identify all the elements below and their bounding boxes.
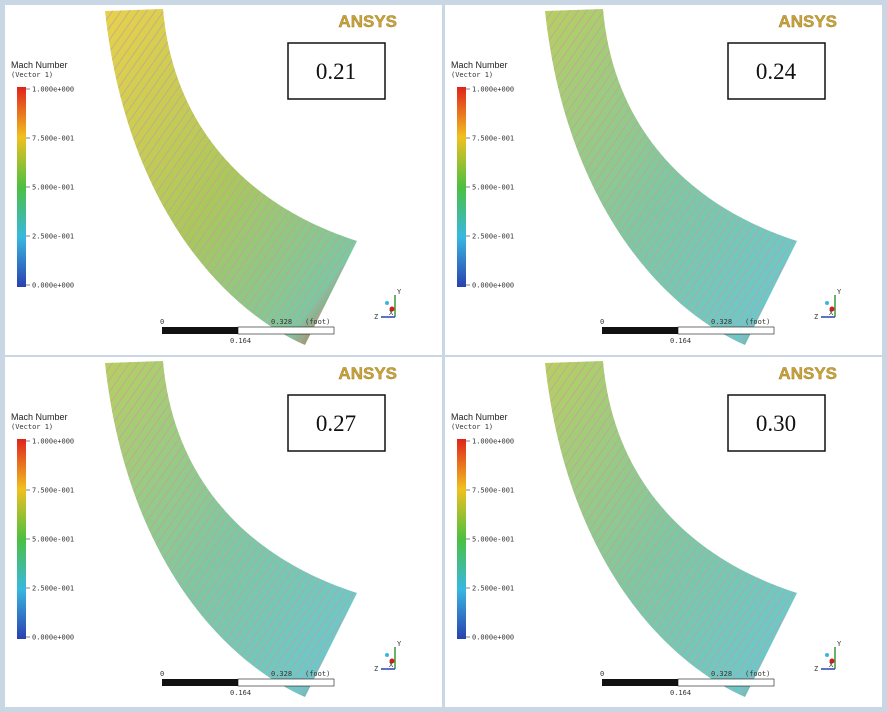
scale-start: 0 bbox=[600, 670, 604, 678]
colorbar-tick-label: 7.500e-001 bbox=[32, 135, 74, 143]
panel-label: 0.24 bbox=[756, 59, 797, 84]
ansys-logo: ANSYS bbox=[778, 364, 837, 383]
scale-mid: 0.164 bbox=[230, 337, 251, 345]
colorbar bbox=[17, 87, 26, 287]
colorbar-tick-label: 1.000e+000 bbox=[472, 438, 514, 446]
panel-label: 0.21 bbox=[316, 59, 356, 84]
scale-bar-white bbox=[678, 679, 774, 686]
colorbar-tick-label: 5.000e-001 bbox=[472, 184, 514, 192]
scale-start: 0 bbox=[160, 670, 164, 678]
scale-bar-black bbox=[602, 679, 678, 686]
panel: ANSYS 0.27 Mach Number(Vector 1) 1.000e+000… bbox=[5, 357, 442, 707]
triad-label: Z bbox=[374, 313, 378, 321]
colorbar-tick-label: 7.500e-001 bbox=[32, 487, 74, 495]
legend-title: Mach Number bbox=[11, 60, 68, 70]
triad-label: Z bbox=[814, 665, 818, 673]
triad-origin bbox=[825, 653, 829, 657]
scale-unit: (foot) bbox=[305, 318, 330, 326]
scale-bar-white bbox=[238, 327, 334, 334]
scale-bar-white bbox=[238, 679, 334, 686]
scale-mid: 0.164 bbox=[230, 689, 251, 697]
colorbar-tick-label: 7.500e-001 bbox=[472, 487, 514, 495]
legend-subtitle: (Vector 1) bbox=[451, 423, 493, 431]
colorbar bbox=[457, 439, 466, 639]
colorbar-tick-label: 5.000e-001 bbox=[32, 536, 74, 544]
colorbar-tick-label: 0.000e+000 bbox=[32, 634, 74, 642]
scale-mid: 0.164 bbox=[670, 337, 691, 345]
scale-end: 0.328 bbox=[271, 318, 292, 326]
legend-subtitle: (Vector 1) bbox=[11, 71, 53, 79]
colorbar bbox=[17, 439, 26, 639]
scale-end: 0.328 bbox=[711, 318, 732, 326]
legend-title: Mach Number bbox=[11, 412, 68, 422]
triad-origin bbox=[385, 653, 389, 657]
panel: ANSYS 0.30 Mach Number(Vector 1) 1.000e+000… bbox=[445, 357, 882, 707]
scale-bar-black bbox=[602, 327, 678, 334]
colorbar-tick-label: 0.000e+000 bbox=[32, 282, 74, 290]
colorbar-tick-label: 0.000e+000 bbox=[472, 282, 514, 290]
scale-end: 0.328 bbox=[711, 670, 732, 678]
colorbar-tick-label: 7.500e-001 bbox=[472, 135, 514, 143]
ansys-logo: ANSYS bbox=[338, 12, 397, 31]
scale-start: 0 bbox=[600, 318, 604, 326]
colorbar-tick-label: 2.500e-001 bbox=[32, 233, 74, 241]
scale-unit: (foot) bbox=[745, 670, 770, 678]
triad-origin bbox=[825, 301, 829, 305]
panel-label: 0.27 bbox=[316, 411, 356, 436]
colorbar-tick-label: 2.500e-001 bbox=[472, 585, 514, 593]
scale-bar-black bbox=[162, 327, 238, 334]
colorbar-tick-label: 2.500e-001 bbox=[32, 585, 74, 593]
scale-end: 0.328 bbox=[271, 670, 292, 678]
legend-title: Mach Number bbox=[451, 60, 508, 70]
ansys-logo: ANSYS bbox=[778, 12, 837, 31]
triad-label: Z bbox=[814, 313, 818, 321]
scale-bar-white bbox=[678, 327, 774, 334]
panel-label: 0.30 bbox=[756, 411, 796, 436]
scale-start: 0 bbox=[160, 318, 164, 326]
page: ANSYS0.21Mach Number(Vector 1)1.000e+000… bbox=[0, 0, 887, 712]
scale-unit: (foot) bbox=[745, 318, 770, 326]
colorbar-tick-label: 2.500e-001 bbox=[472, 233, 514, 241]
scale-unit: (foot) bbox=[305, 670, 330, 678]
figure: ANSYS0.21Mach Number(Vector 1)1.000e+000… bbox=[0, 0, 887, 712]
colorbar-tick-label: 5.000e-001 bbox=[472, 536, 514, 544]
colorbar-tick-label: 0.000e+000 bbox=[472, 634, 514, 642]
panel: ANSYS 0.21 Mach Number(Vector 1) 1.000e+000… bbox=[5, 5, 442, 355]
legend-subtitle: (Vector 1) bbox=[451, 71, 493, 79]
legend-subtitle: (Vector 1) bbox=[11, 423, 53, 431]
colorbar-tick-label: 1.000e+000 bbox=[32, 438, 74, 446]
triad-label: Z bbox=[374, 665, 378, 673]
ansys-logo: ANSYS bbox=[338, 364, 397, 383]
scale-mid: 0.164 bbox=[670, 689, 691, 697]
colorbar-tick-label: 1.000e+000 bbox=[472, 86, 514, 94]
scale-bar-black bbox=[162, 679, 238, 686]
panel: ANSYS 0.24 Mach Number(Vector 1) 1.000e+000… bbox=[445, 5, 882, 355]
legend-title: Mach Number bbox=[451, 412, 508, 422]
colorbar-tick-label: 5.000e-001 bbox=[32, 184, 74, 192]
colorbar-tick-label: 1.000e+000 bbox=[32, 86, 74, 94]
colorbar bbox=[457, 87, 466, 287]
triad-origin bbox=[385, 301, 389, 305]
